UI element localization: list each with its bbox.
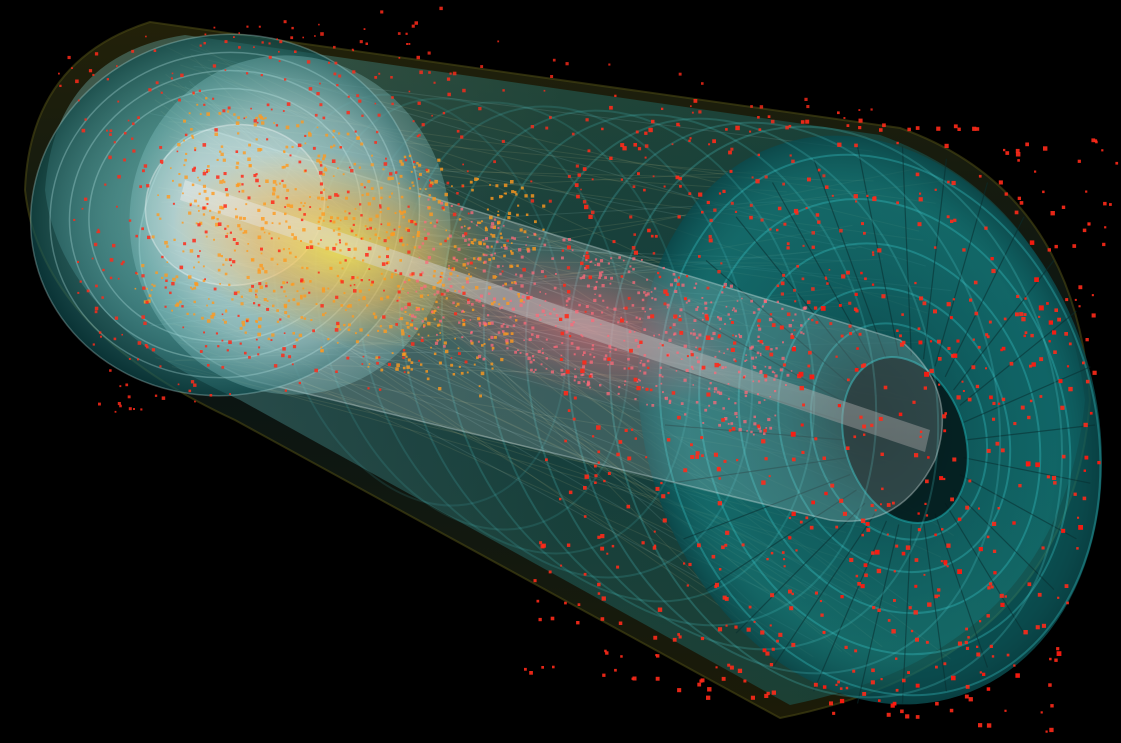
particle-hits xyxy=(58,6,1119,733)
beam-pipe xyxy=(180,180,930,452)
